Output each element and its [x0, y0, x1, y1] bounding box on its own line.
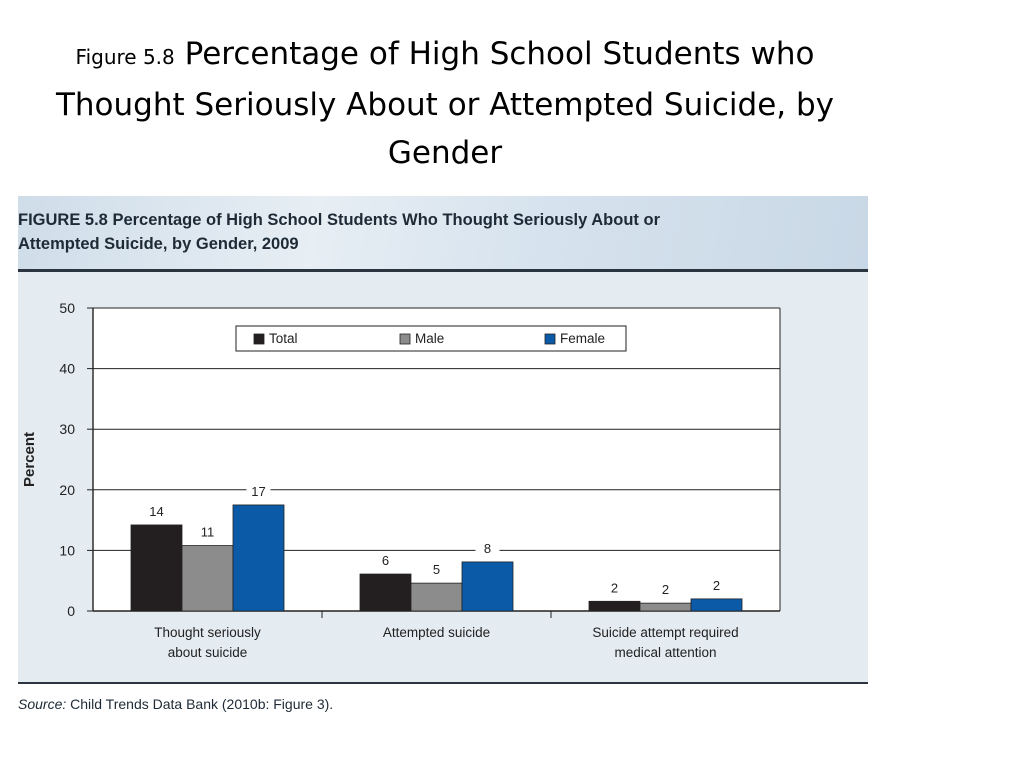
legend-box: [235, 325, 627, 352]
data-label-backdrop: [602, 579, 627, 596]
source-label: Source:: [18, 696, 67, 712]
x-category-label: about suicide: [168, 645, 248, 660]
figure-heading: FIGURE 5.8 Percentage of High School Stu…: [18, 208, 798, 256]
legend-label-male: Male: [415, 331, 444, 346]
slide-title-prefix: Figure 5.8: [75, 45, 175, 69]
bar-total: [130, 524, 183, 612]
figure-panel: FIGURE 5.8 Percentage of High School Stu…: [18, 196, 868, 740]
bar-female: [461, 561, 514, 612]
bar-female: [232, 504, 285, 612]
y-tick-label: 20: [59, 482, 75, 498]
chart-area: 0 10 20 30 40 50 Percent 14 11 17 Thought seriousl…: [18, 272, 868, 682]
x-category-label: Thought seriously: [154, 625, 261, 640]
y-tick-label: 30: [59, 421, 75, 437]
x-category-label: medical attention: [614, 645, 716, 660]
source-text: Child Trends Data Bank (2010b: Figure 3)…: [66, 696, 334, 712]
bar-male: [410, 582, 463, 612]
data-label-backdrop: [246, 482, 271, 499]
data-label-backdrop: [424, 561, 449, 578]
data-label: 8: [484, 541, 491, 556]
data-label-backdrop: [195, 523, 220, 540]
x-category-label: Suicide attempt required: [592, 625, 738, 640]
data-label-backdrop: [704, 576, 729, 593]
data-label-backdrop: [653, 581, 678, 598]
figure-heading-line1: FIGURE 5.8 Percentage of High School Stu…: [18, 211, 660, 229]
legend-label-total: Total: [269, 331, 298, 346]
legend-swatch-female: [544, 333, 556, 345]
x-category-label: Attempted suicide: [383, 625, 490, 640]
legend-swatch-male: [399, 333, 411, 345]
data-label: 11: [201, 525, 215, 540]
y-tick-label: 50: [59, 300, 75, 316]
source-note: Source: Child Trends Data Bank (2010b: F…: [18, 696, 333, 712]
bar-total: [588, 600, 641, 612]
figure-heading-line2: Attempted Suicide, by Gender, 2009: [18, 235, 299, 253]
legend-label-female: Female: [560, 331, 605, 346]
figure-source: Source: Child Trends Data Bank (2010b: F…: [18, 682, 868, 740]
y-tick-label: 40: [59, 361, 75, 377]
bar-male: [181, 545, 234, 612]
bar-male: [639, 602, 692, 612]
slide-title: Figure 5.8 Percentage of High School Stu…: [30, 30, 860, 177]
y-tick-label: 10: [59, 542, 75, 558]
data-label-backdrop: [144, 502, 169, 519]
legend-swatch-total: [253, 333, 265, 345]
data-label-backdrop: [373, 552, 398, 569]
data-label: 14: [149, 504, 163, 519]
bar-chart: 0 10 20 30 40 50 Percent 14 11 17 Thought seriousl…: [21, 300, 781, 660]
data-label: 2: [662, 582, 669, 597]
bar-female: [690, 598, 743, 612]
data-label: 17: [251, 484, 265, 499]
bar-total: [359, 573, 412, 612]
data-label: 6: [382, 553, 389, 568]
slide-title-main: Percentage of High School Students who T…: [55, 36, 835, 171]
data-label: 2: [611, 580, 618, 595]
y-tick-label: 0: [67, 603, 75, 619]
y-axis-label: Percent: [21, 432, 38, 487]
data-label-backdrop: [475, 539, 500, 556]
data-label: 5: [433, 562, 440, 577]
figure-header: FIGURE 5.8 Percentage of High School Stu…: [18, 196, 868, 272]
data-label: 2: [713, 578, 720, 593]
